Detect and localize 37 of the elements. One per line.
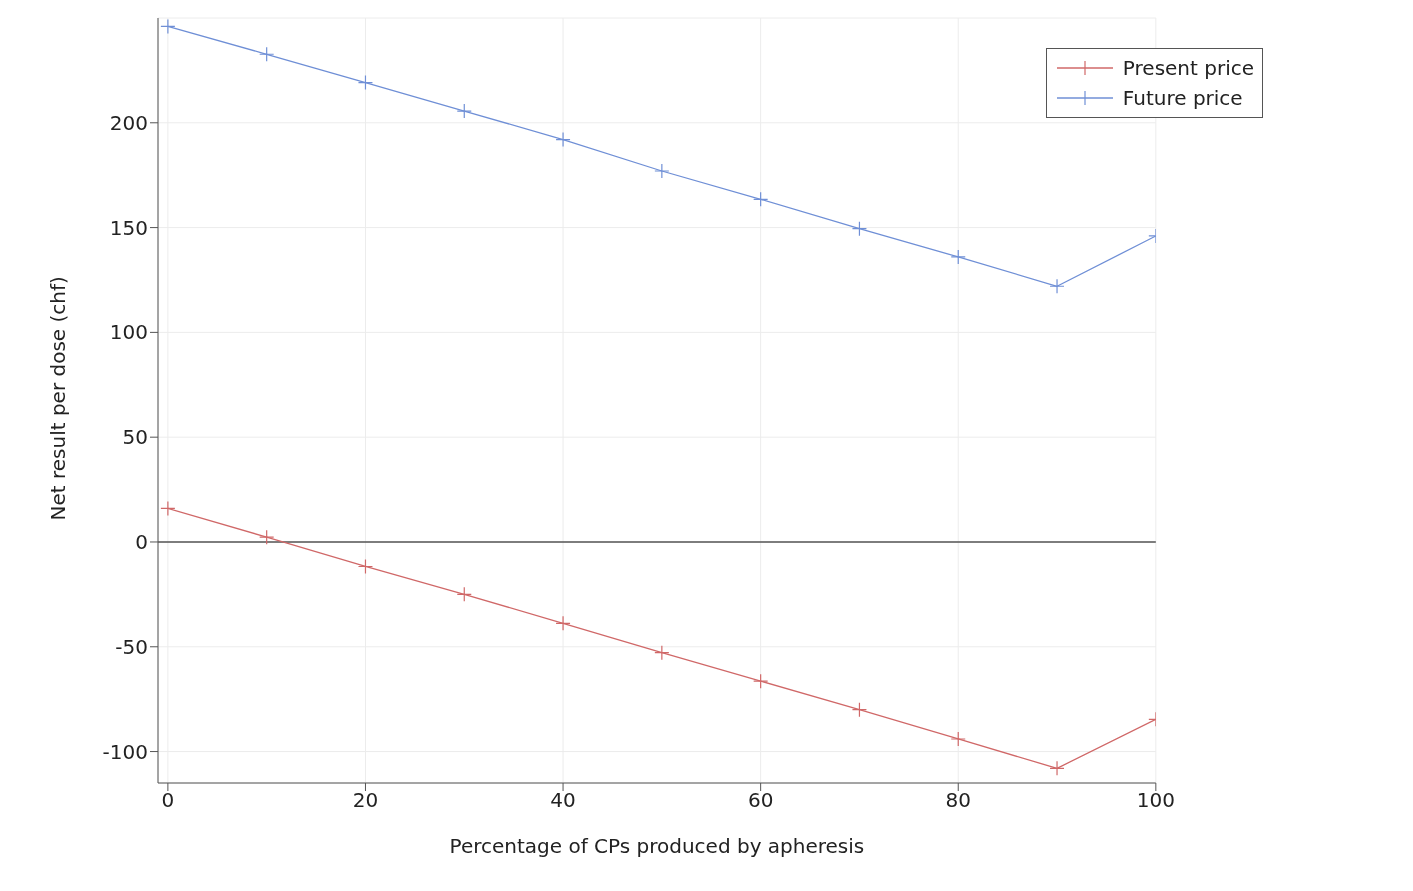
x-axis-title: Percentage of CPs produced by apheresis (449, 834, 865, 858)
y-tick-label: 200 (109, 110, 148, 135)
point (1049, 760, 1065, 776)
point (259, 529, 275, 545)
y-tick-label: 150 (109, 215, 148, 240)
y-tick-label: -50 (115, 634, 148, 659)
point (456, 586, 472, 602)
point (1049, 278, 1065, 294)
point (654, 645, 670, 661)
point (654, 163, 670, 179)
point (555, 131, 571, 148)
point (950, 731, 966, 747)
y-tick-label: 0 (135, 530, 148, 555)
y-tick-label: 50 (122, 425, 148, 450)
x-tick-label: 0 (161, 788, 175, 813)
point (160, 500, 176, 517)
point (259, 46, 275, 62)
legend-label: Present price (1122, 55, 1254, 82)
y-axis-title: Net result per dose (chf) (46, 276, 71, 521)
point (357, 558, 374, 575)
y-tick-label: 100 (109, 320, 148, 345)
point (753, 673, 769, 689)
point (950, 249, 966, 265)
point (753, 191, 769, 207)
x-tick-label: 20 (352, 788, 379, 813)
x-tick-label: 80 (945, 788, 971, 813)
point (851, 221, 868, 237)
point (851, 702, 868, 718)
point (456, 103, 472, 119)
legend-label: Future price (1122, 85, 1243, 112)
point (160, 18, 176, 34)
point (555, 615, 571, 631)
x-tick-label: 60 (747, 788, 774, 813)
point (357, 74, 374, 91)
x-tick-label: 100 (1136, 788, 1175, 813)
x-tick-label: 40 (550, 788, 576, 813)
y-tick-label: -100 (102, 739, 148, 764)
